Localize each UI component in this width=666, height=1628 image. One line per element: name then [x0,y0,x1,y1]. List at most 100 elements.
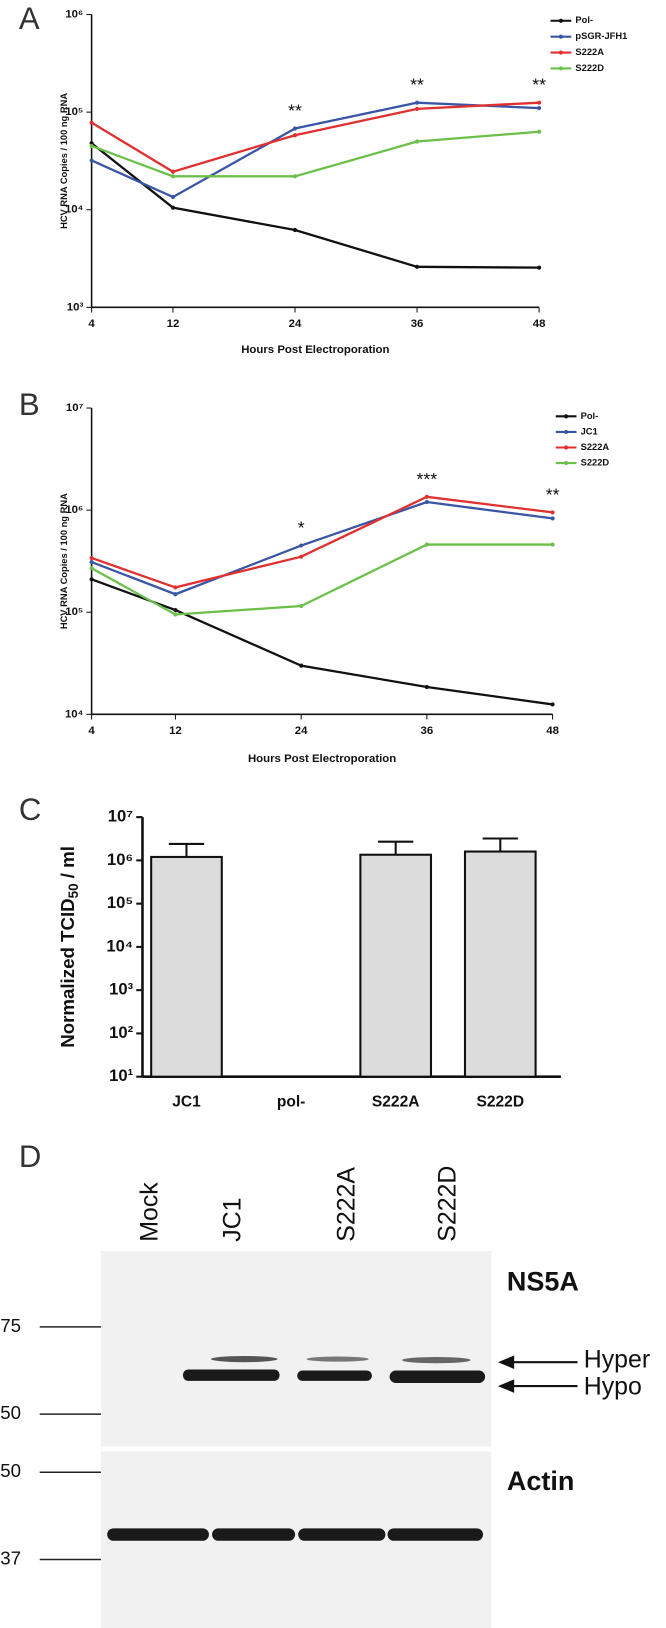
x-tick-label: S222A [372,1094,420,1111]
annotation: ** [546,484,560,504]
lane-label: S222D [433,1166,461,1242]
legend-label: pSGR-JFH1 [575,31,627,41]
legend-label: S222D [575,63,604,73]
bar [150,855,223,1078]
legend-label: S222A [575,47,604,57]
annotation: ** [532,75,546,95]
point [173,607,178,613]
y-tick-label: 10⁶ [65,9,83,21]
point [170,169,176,174]
point [537,129,542,134]
annotation: *** [417,469,438,489]
point [299,603,304,609]
y-tick-label: 10⁵ [65,606,83,618]
x-tick-label: 48 [546,725,559,737]
point [414,264,420,269]
panel-letter: C [19,792,41,827]
point [299,663,304,668]
legend-swatch [558,50,563,55]
y-axis-label: HCV RNA Copies / 100 ng RNA [59,93,69,229]
bar [463,850,537,1078]
x-axis-label: Hours Post Electroporation [241,344,389,356]
series-line [91,101,540,199]
point [414,139,420,144]
western-blot: 75 50 50 37 Mock JC1 S222A S222D NS5A Ac… [0,1166,650,1628]
y-axis-label: HCV RNA Copies / 100 ng RNA [59,493,69,629]
bar [359,853,433,1078]
band-label: Hyper [584,1346,650,1374]
point [89,555,94,561]
y-tick-label: 10⁴ [65,708,83,720]
point [550,542,555,547]
annotation: * [298,518,305,538]
point [173,612,178,617]
point [424,499,429,505]
point [424,494,429,499]
y-tick-label: 10⁴ [106,936,133,955]
bands [107,1355,486,1541]
legend-label: S222D [581,458,610,468]
y-tick-label: 10³ [109,980,133,999]
point [173,592,178,597]
legend-swatch [558,34,563,39]
y-tick-label: 10⁴ [65,204,83,216]
series-line [91,500,553,596]
point [170,174,176,179]
series-line [91,130,540,178]
series-line [91,578,553,706]
legend-swatch [564,445,569,450]
x-axis-label: Hours Post Electroporation [248,753,396,765]
blot-label: NS5A [507,1266,579,1296]
point [292,227,298,233]
point [170,194,176,200]
legend-swatch [564,414,569,419]
band-label: Hypo [584,1373,642,1401]
y-tick-label: 10⁷ [108,807,133,826]
legend-label: Pol- [575,15,593,25]
point [537,106,542,111]
point [89,566,94,571]
point [89,158,94,163]
point [89,559,94,565]
legend-label: JC1 [581,426,598,436]
point [89,143,94,149]
blot-membrane [100,1251,492,1447]
point [424,542,429,547]
x-tick-label: pol- [277,1094,306,1111]
legend-swatch [558,18,563,23]
point [292,174,298,179]
panel-letter: D [19,1139,41,1174]
lane-label: S222A [333,1167,361,1242]
lane-label: Mock [135,1182,163,1242]
legend-swatch [564,460,569,466]
arrows [497,1355,578,1393]
point [292,126,298,131]
point [170,205,176,210]
legend-swatch [564,429,569,434]
blot-label: Actin [507,1466,574,1496]
point [414,106,420,111]
y-axis-label-part: / ml [57,846,78,883]
x-tick-label: S222D [476,1094,524,1111]
y-tick-label: 10⁶ [107,850,133,869]
y-axis-label-sub: 50 [66,883,81,898]
marker-label: 37 [0,1547,21,1568]
y-axis-label: Normalized TCID50 / ml [57,846,81,1048]
y-axis-label-part: Normalized TCID [57,898,78,1047]
y-tick-label: 10¹ [109,1066,133,1085]
point [299,554,304,559]
lane-label: JC1 [218,1197,246,1241]
point [537,265,542,270]
marker-label: 75 [0,1315,21,1336]
x-tick-label: 12 [167,318,180,330]
x-tick-label: 36 [421,725,434,737]
point [89,577,94,582]
x-tick-label: JC1 [172,1094,201,1111]
panel-letter: A [19,1,40,36]
marker-lines [39,1326,101,1561]
legend-label: Pol- [581,411,599,421]
legend-swatch [558,66,563,71]
y-tick-label: 10⁵ [65,106,83,118]
x-tick-label: 4 [88,318,95,330]
